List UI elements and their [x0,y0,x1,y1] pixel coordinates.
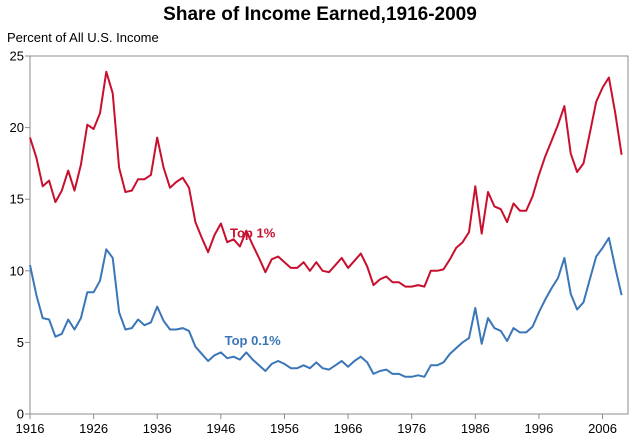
y-tick-label: 0 [17,407,24,422]
y-axis: 0 5 10 15 20 25 [10,49,30,422]
y-axis-label: Percent of All U.S. Income [7,30,159,45]
x-tick-label: 1956 [270,421,299,436]
series-label-top-1: Top 1% [230,226,276,241]
x-tick-label: 1946 [206,421,235,436]
plot-area-border [29,55,629,415]
x-axis: 1916 1926 1936 1946 1956 1966 1976 1986 1996 2006 [16,414,617,436]
x-tick-label: 1926 [79,421,108,436]
x-tick-label: 1996 [524,421,553,436]
x-tick-label: 1976 [397,421,426,436]
x-tick-label: 1986 [461,421,490,436]
x-tick-label: 2006 [588,421,617,436]
y-tick-label: 5 [17,335,24,350]
y-tick-label: 15 [10,192,24,207]
series-line-top-0-1 [29,236,623,378]
y-tick-label: 10 [10,263,24,278]
series-line-top-1 [29,70,623,288]
x-tick-label: 1966 [334,421,363,436]
chart-title: Share of Income Earned,1916-2009 [163,4,477,25]
x-tick-label: 1936 [143,421,172,436]
x-tick-label: 1916 [16,421,45,436]
y-tick-label: 25 [10,49,24,64]
y-tick-label: 20 [10,120,24,135]
series-label-top-0-1: Top 0.1% [225,333,282,348]
